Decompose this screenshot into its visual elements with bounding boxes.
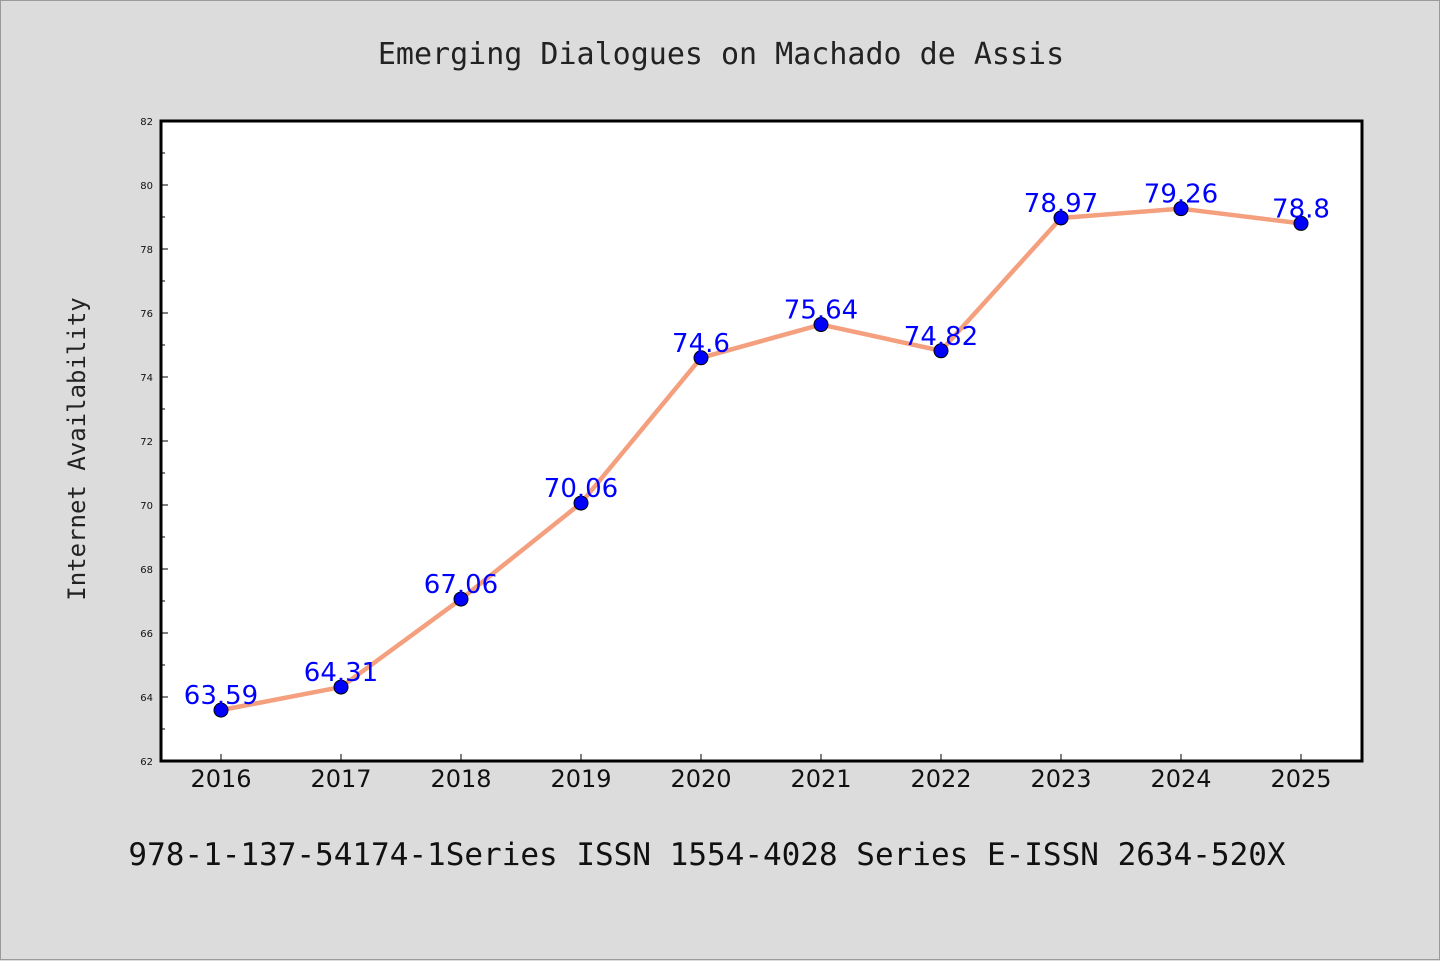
x-tick-label: 2020 <box>670 765 731 793</box>
data-point <box>693 350 709 366</box>
data-label: 78.8 <box>1272 194 1330 224</box>
y-tick-label: 82 <box>140 117 153 128</box>
y-tick-label: 78 <box>140 245 153 256</box>
data-labels: 63.59 64.31 67.06 70.06 74.6 75.64 74.82 78.97 7… <box>184 180 1330 711</box>
data-point <box>1293 215 1309 231</box>
x-axis: 2016 2017 2018 2019 2020 2021 2022 2023 2024 2025 <box>190 754 1332 793</box>
data-label: 64.31 <box>304 658 378 688</box>
data-point <box>213 702 229 718</box>
plot-area <box>159 119 1364 763</box>
y-axis: 62 64 66 68 70 72 74 76 78 80 82 <box>140 117 168 768</box>
x-tick-label: 2021 <box>790 765 851 793</box>
y-tick-label: 80 <box>140 181 153 192</box>
data-label: 75.64 <box>784 296 858 326</box>
x-tick-label: 2018 <box>430 765 491 793</box>
y-tick-label: 70 <box>140 501 153 512</box>
y-tick-label: 68 <box>140 565 153 576</box>
data-point <box>1173 201 1189 217</box>
series-markers <box>213 201 1309 718</box>
y-tick-label: 64 <box>140 693 153 704</box>
x-tick-label: 2023 <box>1030 765 1091 793</box>
data-point <box>573 495 589 511</box>
series-line <box>218 206 1304 713</box>
x-tick-label: 2024 <box>1150 765 1211 793</box>
x-tick-label: 2017 <box>310 765 371 793</box>
data-label: 67.06 <box>424 570 498 600</box>
data-point <box>453 591 469 607</box>
footer-isbn-text: 978-1-137-54174-1Series ISSN 1554-4028 S… <box>128 837 1285 873</box>
x-tick-label: 2022 <box>910 765 971 793</box>
y-tick-label: 74 <box>140 373 153 384</box>
data-point <box>333 679 349 695</box>
y-axis-label: Internet Availability <box>63 297 91 600</box>
chart-title: Emerging Dialogues on Machado de Assis <box>378 37 1064 72</box>
y-tick-label: 66 <box>140 629 153 640</box>
y-tick-label: 62 <box>140 757 153 768</box>
data-label: 63.59 <box>184 681 258 711</box>
y-tick-label: 76 <box>140 309 153 320</box>
data-label: 74.82 <box>904 322 978 352</box>
y-tick-label: 72 <box>140 437 153 448</box>
data-label: 74.6 <box>672 329 730 359</box>
data-point <box>813 317 829 333</box>
data-point <box>1053 210 1069 226</box>
data-label: 79.26 <box>1144 180 1218 210</box>
data-label: 78.97 <box>1024 189 1098 219</box>
data-point <box>933 343 949 359</box>
x-tick-label: 2016 <box>190 765 251 793</box>
x-tick-label: 2019 <box>550 765 611 793</box>
x-tick-label: 2025 <box>1270 765 1331 793</box>
data-label: 70.06 <box>544 474 618 504</box>
